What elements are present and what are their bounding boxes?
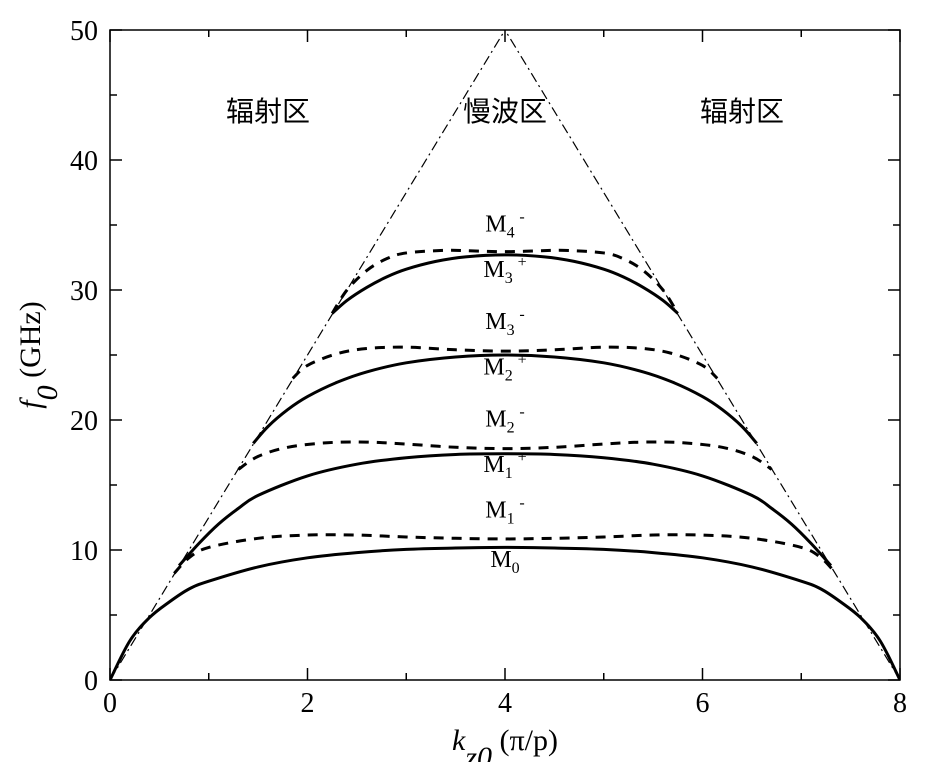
x-tick-label: 4 — [498, 688, 512, 719]
region-label: 辐射区 — [700, 96, 784, 128]
mode-label: M4 - — [485, 209, 524, 242]
chart-svg: 0 2 4 6 8 0 10 20 30 40 50 kz0 (π/p) f0 (GHz) 辐射区 慢波区 辐… — [0, 0, 934, 762]
region-label: 慢波区 — [463, 96, 547, 128]
mode-label: M3 + — [483, 254, 526, 287]
region-label: 辐射区 — [226, 96, 310, 128]
y-tick-label: 0 — [84, 666, 98, 697]
y-tick-label: 10 — [70, 536, 98, 567]
y-axis-label: f0 (GHz) — [14, 301, 64, 408]
mode-label: M2 - — [485, 404, 524, 437]
x-tick-label: 0 — [103, 688, 117, 719]
dispersion-chart: 0 2 4 6 8 0 10 20 30 40 50 kz0 (π/p) f0 (GHz) 辐射区 慢波区 辐… — [0, 0, 934, 762]
y-tick-label: 20 — [70, 406, 98, 437]
y-tick-label: 50 — [70, 16, 98, 47]
x-axis-label: kz0 (π/p) — [452, 724, 558, 762]
x-tick-label: 8 — [893, 688, 907, 719]
y-tick-label: 30 — [70, 276, 98, 307]
y-tick-label: 40 — [70, 146, 98, 177]
mode-label: M1 - — [485, 495, 524, 528]
x-tick-label: 6 — [696, 688, 710, 719]
mode-label: M3 - — [485, 306, 524, 339]
x-tick-label: 2 — [301, 688, 315, 719]
mode-label: M0 — [490, 547, 519, 577]
